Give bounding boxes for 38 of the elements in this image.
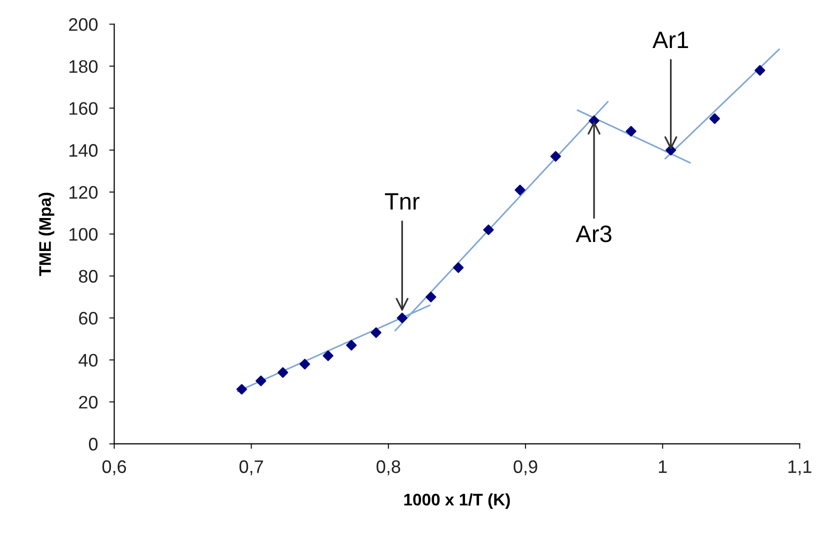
annotation: Ar1 — [652, 32, 688, 48]
x-tick-label: 0,7 — [239, 460, 263, 476]
x-tick-label: 1,1 — [788, 460, 812, 476]
point — [709, 113, 720, 124]
y-tick-label: 200 — [69, 18, 98, 31]
point — [754, 65, 766, 76]
point — [453, 262, 464, 273]
point — [278, 367, 288, 378]
y-axis-title: TME (Mpa) — [38, 192, 54, 276]
x-axis-title: 1000 x 1/T (K) — [404, 493, 510, 509]
point — [322, 350, 334, 362]
y-tick-label: 140 — [70, 144, 98, 157]
x-tick-label: 0,8 — [376, 460, 400, 476]
point — [370, 327, 382, 338]
annotation: Ar3 — [576, 226, 612, 242]
y-tick-label: 120 — [70, 186, 98, 199]
y-tick-label: 100 — [70, 228, 98, 241]
y-tick-label: 0 — [88, 438, 98, 451]
x-tick-label: 0,6 — [102, 460, 126, 476]
point — [550, 151, 561, 162]
point — [514, 184, 526, 196]
x-tick-label: 0,9 — [514, 460, 538, 476]
y-tick-label: 160 — [70, 102, 98, 115]
point — [346, 340, 357, 351]
y-tick-label: 180 — [70, 60, 98, 73]
point — [426, 292, 436, 302]
point — [483, 224, 494, 236]
annotation: Tnr — [384, 193, 420, 210]
point — [299, 358, 310, 370]
x-tick-label: 1 — [658, 460, 667, 473]
point — [236, 384, 248, 395]
y-tick-label: 20 — [79, 396, 98, 409]
y-tick-label: 60 — [79, 312, 98, 325]
point — [626, 126, 636, 137]
point — [396, 312, 408, 324]
y-tick-label: 80 — [78, 270, 98, 283]
point — [256, 376, 266, 386]
y-tick-label: 40 — [78, 354, 98, 367]
